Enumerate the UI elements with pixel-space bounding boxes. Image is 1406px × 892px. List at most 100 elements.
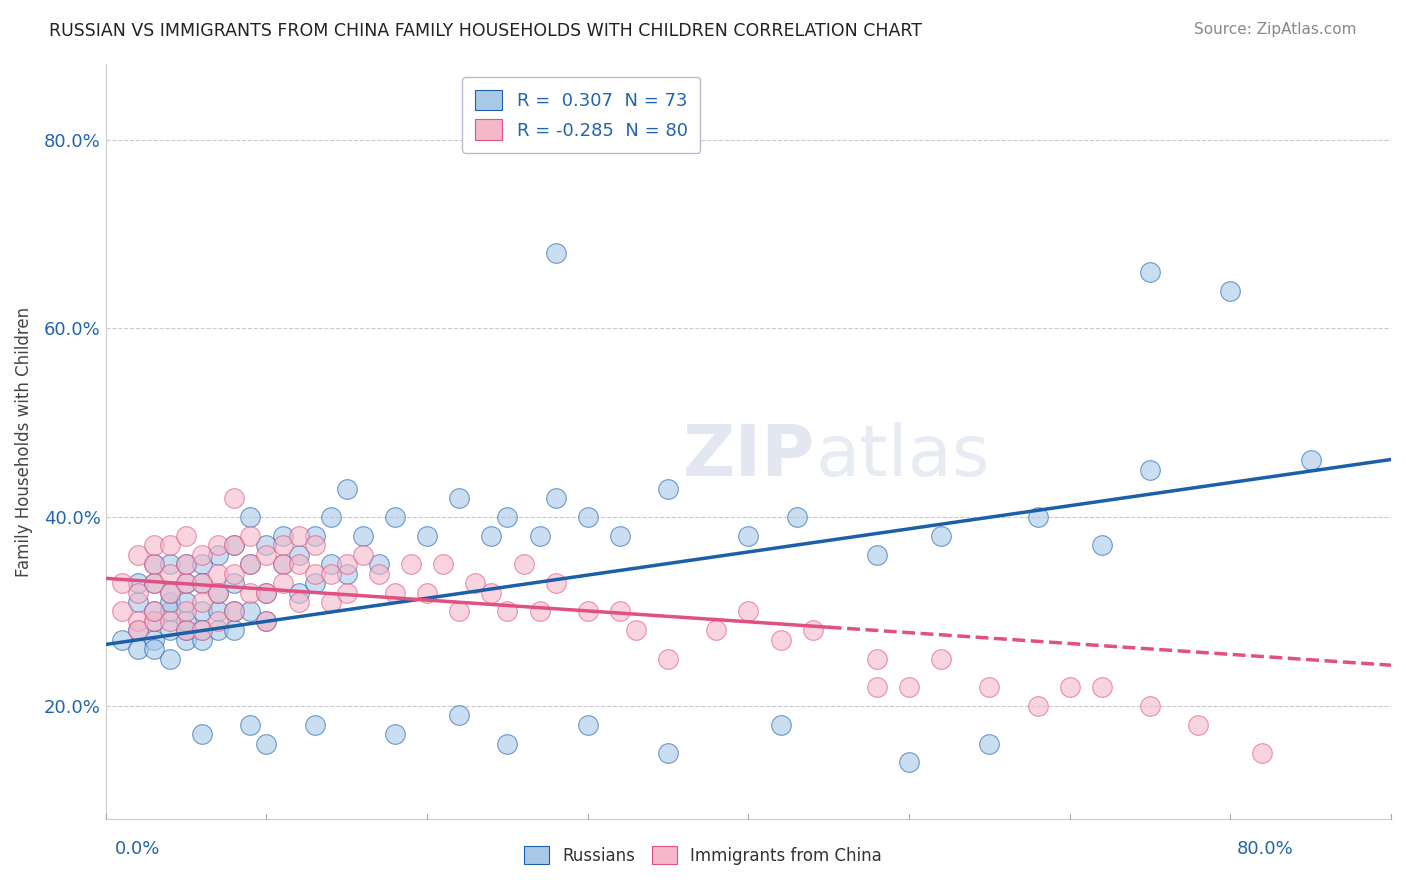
Point: [143, 632, 166, 647]
Point: [287, 585, 309, 599]
Point: [271, 576, 294, 591]
Point: [174, 558, 197, 572]
Point: [624, 624, 647, 638]
Point: [352, 548, 374, 562]
Point: [449, 708, 471, 723]
Point: [143, 576, 166, 591]
Point: [496, 510, 519, 524]
Point: [384, 585, 406, 599]
Point: [159, 558, 181, 572]
Point: [1187, 717, 1209, 731]
Point: [898, 680, 921, 694]
Point: [224, 624, 246, 638]
Point: [127, 585, 149, 599]
Point: [239, 558, 262, 572]
Text: 80.0%: 80.0%: [1237, 839, 1294, 857]
Point: [239, 510, 262, 524]
Point: [174, 595, 197, 609]
Point: [287, 548, 309, 562]
Point: [1091, 680, 1114, 694]
Point: [287, 595, 309, 609]
Text: 0.0%: 0.0%: [115, 839, 160, 857]
Point: [256, 614, 278, 628]
Point: [207, 548, 229, 562]
Point: [174, 632, 197, 647]
Point: [449, 604, 471, 618]
Point: [159, 604, 181, 618]
Point: [1091, 538, 1114, 552]
Point: [191, 632, 214, 647]
Point: [529, 529, 551, 543]
Point: [224, 566, 246, 581]
Point: [1251, 746, 1274, 760]
Point: [432, 558, 454, 572]
Point: [449, 491, 471, 505]
Y-axis label: Family Households with Children: Family Households with Children: [15, 307, 32, 576]
Point: [143, 642, 166, 657]
Point: [304, 538, 326, 552]
Point: [737, 529, 759, 543]
Point: [207, 614, 229, 628]
Point: [127, 624, 149, 638]
Point: [898, 756, 921, 770]
Point: [174, 624, 197, 638]
Point: [336, 558, 359, 572]
Point: [207, 604, 229, 618]
Point: [256, 737, 278, 751]
Point: [496, 604, 519, 618]
Point: [304, 529, 326, 543]
Point: [336, 585, 359, 599]
Point: [271, 558, 294, 572]
Point: [866, 651, 889, 665]
Point: [127, 642, 149, 657]
Point: [159, 624, 181, 638]
Point: [224, 576, 246, 591]
Point: [304, 566, 326, 581]
Point: [111, 604, 134, 618]
Point: [174, 576, 197, 591]
Legend: Russians, Immigrants from China: Russians, Immigrants from China: [516, 838, 890, 873]
Point: [368, 558, 391, 572]
Point: [544, 245, 567, 260]
Point: [319, 510, 342, 524]
Point: [979, 737, 1001, 751]
Point: [769, 632, 792, 647]
Point: [737, 604, 759, 618]
Point: [544, 576, 567, 591]
Point: [479, 529, 502, 543]
Point: [191, 558, 214, 572]
Point: [174, 624, 197, 638]
Point: [239, 529, 262, 543]
Point: [1219, 284, 1241, 298]
Point: [464, 576, 486, 591]
Point: [174, 614, 197, 628]
Point: [576, 604, 599, 618]
Point: [1139, 463, 1161, 477]
Point: [127, 614, 149, 628]
Point: [1026, 510, 1049, 524]
Point: [143, 604, 166, 618]
Point: [657, 746, 679, 760]
Point: [769, 717, 792, 731]
Point: [111, 576, 134, 591]
Point: [224, 538, 246, 552]
Point: [207, 538, 229, 552]
Point: [866, 680, 889, 694]
Point: [399, 558, 422, 572]
Point: [143, 538, 166, 552]
Point: [174, 529, 197, 543]
Point: [479, 585, 502, 599]
Point: [191, 595, 214, 609]
Point: [127, 576, 149, 591]
Point: [191, 576, 214, 591]
Point: [143, 604, 166, 618]
Point: [786, 510, 808, 524]
Text: atlas: atlas: [815, 422, 990, 491]
Point: [224, 604, 246, 618]
Point: [352, 529, 374, 543]
Point: [609, 529, 631, 543]
Point: [207, 624, 229, 638]
Point: [224, 491, 246, 505]
Point: [304, 717, 326, 731]
Point: [319, 595, 342, 609]
